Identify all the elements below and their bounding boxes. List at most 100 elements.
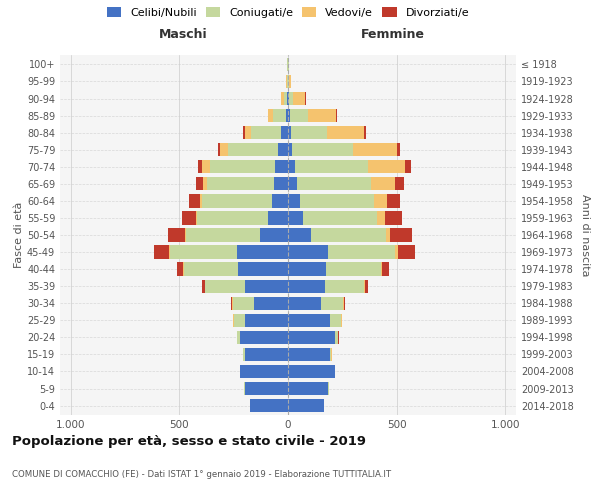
Bar — [386, 228, 390, 241]
Bar — [288, 160, 295, 173]
Bar — [395, 177, 404, 190]
Bar — [325, 280, 364, 293]
Bar — [220, 143, 228, 156]
Bar — [245, 382, 288, 395]
Bar — [293, 92, 305, 105]
Y-axis label: Anni di nascita: Anni di nascita — [580, 194, 590, 276]
Bar — [237, 330, 240, 344]
Bar — [368, 160, 405, 173]
Bar — [240, 330, 288, 344]
Bar — [385, 212, 402, 224]
Bar — [335, 330, 338, 344]
Bar — [364, 126, 366, 140]
Bar — [205, 280, 245, 293]
Bar — [288, 109, 290, 122]
Bar — [237, 246, 288, 258]
Bar — [387, 194, 400, 207]
Bar — [233, 296, 254, 310]
Bar — [198, 160, 202, 173]
Bar — [311, 228, 386, 241]
Bar — [245, 314, 288, 327]
Bar — [288, 126, 291, 140]
Bar — [200, 194, 202, 207]
Bar — [288, 330, 335, 344]
Bar — [278, 143, 288, 156]
Bar — [238, 262, 288, 276]
Bar — [196, 212, 197, 224]
Bar — [353, 143, 397, 156]
Bar — [365, 280, 368, 293]
Bar — [290, 109, 308, 122]
Text: Maschi: Maschi — [159, 28, 208, 40]
Bar — [288, 296, 320, 310]
Bar — [326, 262, 382, 276]
Bar — [272, 194, 288, 207]
Bar — [288, 382, 328, 395]
Bar — [296, 177, 371, 190]
Bar — [210, 160, 275, 173]
Bar — [202, 280, 205, 293]
Bar — [281, 92, 284, 105]
Bar — [288, 314, 331, 327]
Bar — [168, 228, 185, 241]
Bar — [289, 92, 293, 105]
Bar — [303, 212, 377, 224]
Bar — [331, 314, 341, 327]
Bar — [228, 143, 278, 156]
Bar — [374, 194, 387, 207]
Bar — [291, 126, 327, 140]
Bar — [390, 228, 412, 241]
Bar — [288, 365, 335, 378]
Bar — [169, 246, 170, 258]
Bar — [245, 348, 288, 361]
Bar — [328, 246, 395, 258]
Bar — [250, 399, 288, 412]
Bar — [170, 246, 237, 258]
Bar — [245, 126, 251, 140]
Bar — [295, 160, 368, 173]
Bar — [196, 177, 203, 190]
Bar — [288, 246, 328, 258]
Bar — [288, 280, 325, 293]
Bar — [202, 160, 210, 173]
Bar — [344, 296, 345, 310]
Bar — [288, 212, 303, 224]
Bar — [327, 126, 364, 140]
Bar — [260, 228, 288, 241]
Bar — [251, 126, 281, 140]
Bar — [273, 109, 286, 122]
Bar — [398, 246, 415, 258]
Bar — [382, 262, 389, 276]
Bar — [288, 92, 289, 105]
Bar — [197, 212, 268, 224]
Bar — [288, 262, 326, 276]
Bar — [182, 212, 196, 224]
Bar — [188, 194, 200, 207]
Bar — [268, 212, 288, 224]
Text: Femmine: Femmine — [361, 28, 425, 40]
Bar — [203, 177, 206, 190]
Bar — [245, 280, 288, 293]
Bar — [336, 109, 337, 122]
Bar — [320, 296, 343, 310]
Bar — [286, 109, 288, 122]
Bar — [268, 109, 273, 122]
Text: COMUNE DI COMACCHIO (FE) - Dati ISTAT 1° gennaio 2019 - Elaborazione TUTTITALIA.: COMUNE DI COMACCHIO (FE) - Dati ISTAT 1°… — [12, 470, 391, 479]
Bar — [371, 177, 395, 190]
Bar — [234, 314, 245, 327]
Bar — [395, 246, 398, 258]
Bar — [186, 228, 260, 241]
Bar — [377, 212, 385, 224]
Bar — [284, 92, 287, 105]
Bar — [244, 126, 245, 140]
Bar — [288, 348, 331, 361]
Bar — [281, 126, 288, 140]
Bar — [364, 280, 365, 293]
Bar — [185, 228, 186, 241]
Bar — [254, 296, 288, 310]
Bar — [202, 194, 272, 207]
Text: Popolazione per età, sesso e stato civile - 2019: Popolazione per età, sesso e stato civil… — [12, 435, 366, 448]
Legend: Celibi/Nubili, Coniugati/e, Vedovi/e, Divorziati/e: Celibi/Nubili, Coniugati/e, Vedovi/e, Di… — [103, 3, 473, 22]
Bar — [288, 194, 300, 207]
Bar — [288, 228, 311, 241]
